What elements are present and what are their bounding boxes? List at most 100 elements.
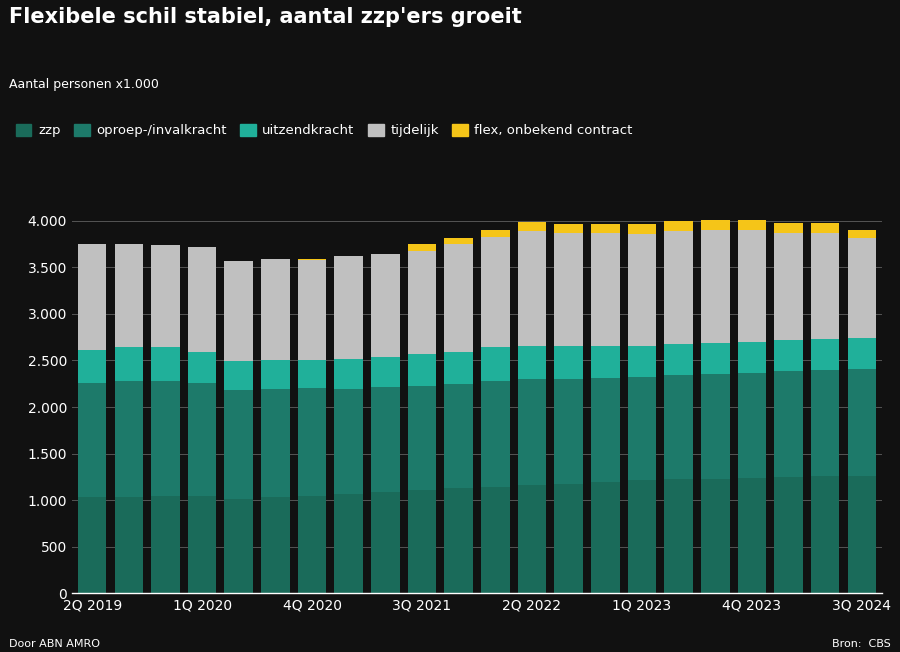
Bar [554,224,583,233]
Bar [408,385,436,490]
Bar [848,369,876,476]
Bar [591,224,619,233]
Bar [774,477,803,593]
Bar [627,346,656,378]
Bar [188,496,216,593]
Bar [224,499,253,593]
Bar [445,384,473,488]
Bar [848,230,876,237]
Bar [701,220,730,230]
Bar [408,244,436,250]
Bar [481,230,509,237]
Bar [261,361,290,389]
Bar [518,222,546,231]
Bar [554,346,583,379]
Bar [774,233,803,340]
Bar [811,222,840,233]
Bar [811,370,840,476]
Bar [335,389,363,494]
Bar [591,378,619,482]
Bar [114,348,143,381]
Bar [371,492,400,593]
Text: Flexibele schil stabiel, aantal zzp'ers groeit: Flexibele schil stabiel, aantal zzp'ers … [9,7,522,27]
Bar [701,479,730,593]
Bar [298,259,327,260]
Bar [224,261,253,361]
Bar [627,480,656,593]
Bar [627,224,656,234]
Text: Aantal personen x1.000: Aantal personen x1.000 [9,78,159,91]
Bar [445,244,473,352]
Bar [481,348,509,381]
Bar [627,378,656,480]
Bar [848,338,876,369]
Bar [78,350,106,383]
Bar [554,484,583,593]
Bar [518,231,546,346]
Bar [591,346,619,378]
Bar [518,379,546,485]
Bar [591,233,619,346]
Bar [811,233,840,339]
Bar [518,485,546,593]
Bar [335,359,363,389]
Bar [298,389,327,496]
Bar [811,339,840,370]
Bar [298,359,327,389]
Bar [518,346,546,379]
Bar [114,244,143,348]
Bar [78,497,106,593]
Bar [591,482,619,593]
Bar [848,237,876,338]
Bar [371,254,400,357]
Bar [848,476,876,593]
Bar [188,383,216,496]
Bar [188,352,216,383]
Bar [664,231,693,344]
Bar [408,250,436,354]
Bar [481,487,509,593]
Bar [371,357,400,387]
Bar [445,488,473,593]
Bar [335,494,363,593]
Bar [224,391,253,499]
Bar [738,220,766,230]
Bar [114,497,143,593]
Bar [335,256,363,359]
Text: Door ABN AMRO: Door ABN AMRO [9,639,100,649]
Bar [664,221,693,231]
Bar [408,354,436,385]
Bar [481,381,509,487]
Bar [664,376,693,479]
Bar [151,496,180,593]
Bar [298,260,327,359]
Bar [151,381,180,496]
Bar [261,497,290,593]
Bar [774,340,803,371]
Bar [261,259,290,361]
Bar [151,245,180,348]
Bar [445,239,473,244]
Bar [78,244,106,350]
Bar [701,343,730,374]
Bar [701,374,730,479]
Bar [298,496,327,593]
Bar [738,342,766,372]
Bar [554,233,583,346]
Bar [371,387,400,492]
Bar [664,479,693,593]
Bar [151,348,180,381]
Bar [445,352,473,384]
Bar [738,230,766,342]
Bar [811,476,840,593]
Bar [738,372,766,478]
Bar [664,344,693,376]
Text: Bron:  CBS: Bron: CBS [832,639,891,649]
Bar [774,222,803,233]
Bar [627,234,656,346]
Legend: zzp, oproep-/invalkracht, uitzendkracht, tijdelijk, flex, onbekend contract: zzp, oproep-/invalkracht, uitzendkracht,… [15,124,633,138]
Bar [481,237,509,348]
Bar [188,247,216,352]
Bar [408,490,436,593]
Bar [738,478,766,593]
